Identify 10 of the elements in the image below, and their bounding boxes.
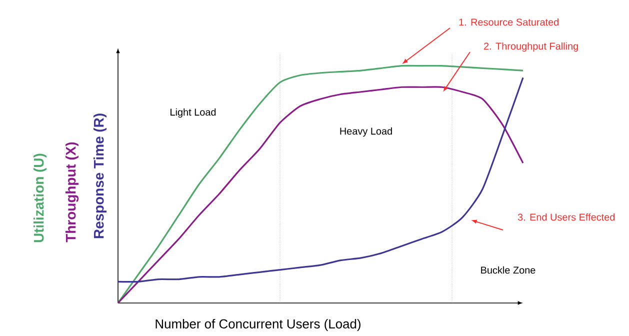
annotation: 3. End Users Effected	[518, 213, 615, 221]
x-axis-title: Number of Concurrent Users (Load)	[156, 318, 360, 332]
text: Response Time (R)	[94, 114, 106, 238]
annotation: Buckle Zone	[481, 266, 536, 274]
text: Utilization (U)	[34, 154, 46, 242]
text: 2. Throughput Falling	[484, 42, 578, 52]
text: 1. Resource Saturated	[459, 18, 558, 26]
annotation: Heavy Load	[340, 127, 392, 137]
text: Throughput (X)	[65, 142, 79, 242]
annotation: Light Load	[170, 108, 216, 118]
